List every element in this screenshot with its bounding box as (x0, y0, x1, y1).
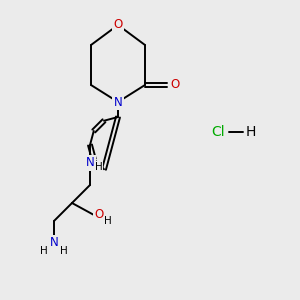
Text: O: O (170, 79, 180, 92)
Text: H: H (104, 216, 112, 226)
Text: N: N (114, 95, 122, 109)
Text: N: N (50, 236, 58, 250)
Text: O: O (113, 19, 123, 32)
Text: H: H (246, 125, 256, 139)
Text: N: N (85, 157, 94, 169)
Text: H: H (60, 246, 68, 256)
Text: H: H (40, 246, 48, 256)
Text: O: O (94, 208, 103, 221)
Text: H: H (95, 162, 103, 172)
Text: Cl: Cl (211, 125, 225, 139)
